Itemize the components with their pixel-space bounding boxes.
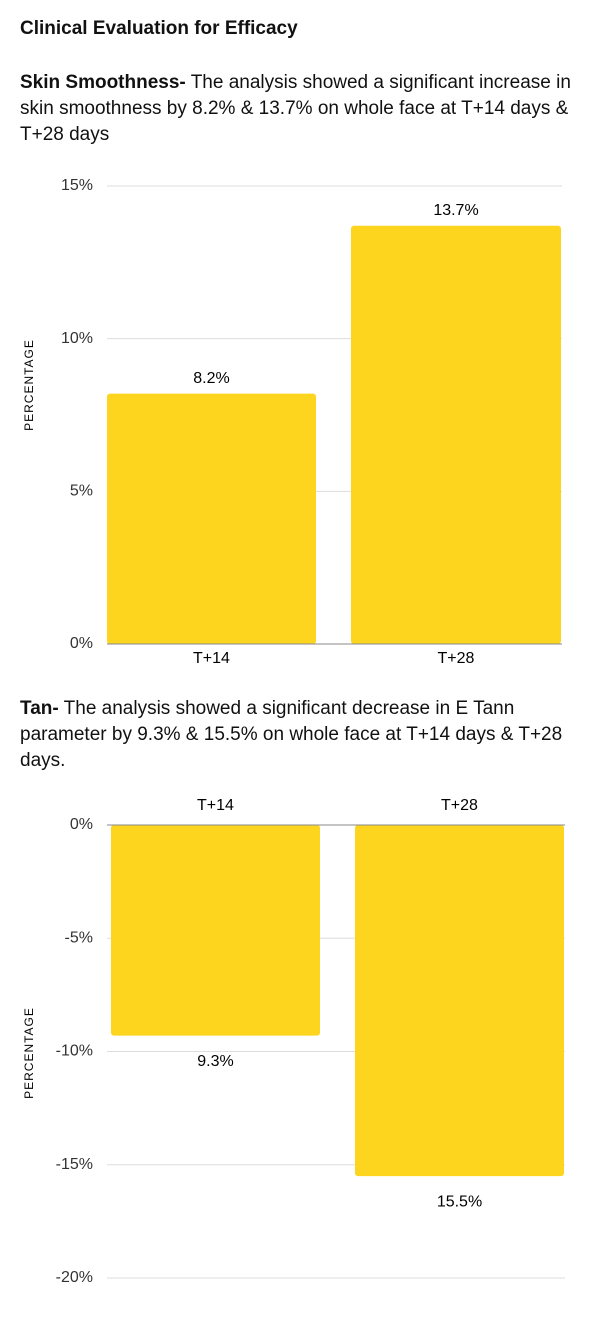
value-label: 8.2%: [193, 370, 229, 387]
section-lead: Tan-: [20, 698, 59, 719]
y-axis-title: PERCENTAGE: [22, 339, 36, 431]
y-tick-label: 10%: [61, 330, 93, 347]
section-body: The analysis showed a significant increa…: [20, 72, 571, 145]
bar: [111, 825, 320, 1036]
section-text: Tan- The analysis showed a significant d…: [20, 696, 585, 774]
y-tick-label: -15%: [56, 1156, 93, 1173]
section-body: The analysis showed a significant decrea…: [20, 698, 563, 771]
y-tick-label: 5%: [70, 483, 93, 500]
section-lead: Skin Smoothness-: [20, 72, 186, 93]
x-tick-label: T+28: [438, 650, 475, 667]
page-title: Clinical Evaluation for Efficacy: [20, 18, 298, 39]
value-label: 15.5%: [437, 1193, 482, 1210]
x-tick-label: T+28: [441, 797, 478, 814]
y-tick-label: 0%: [70, 635, 93, 652]
y-tick-label: -20%: [56, 1269, 93, 1286]
section-text: Skin Smoothness- The analysis showed a s…: [20, 70, 585, 148]
y-tick-label: 15%: [61, 177, 93, 194]
y-axis-title: PERCENTAGE: [22, 1007, 36, 1099]
bar: [355, 825, 564, 1177]
value-label: 13.7%: [433, 202, 478, 219]
x-tick-label: T+14: [193, 650, 230, 667]
bar: [107, 393, 316, 644]
y-tick-label: -10%: [56, 1043, 93, 1060]
value-label: 9.3%: [197, 1053, 233, 1070]
y-tick-label: 0%: [70, 816, 93, 833]
y-tick-label: -5%: [65, 929, 93, 946]
x-tick-label: T+14: [197, 797, 234, 814]
bar: [351, 225, 561, 644]
